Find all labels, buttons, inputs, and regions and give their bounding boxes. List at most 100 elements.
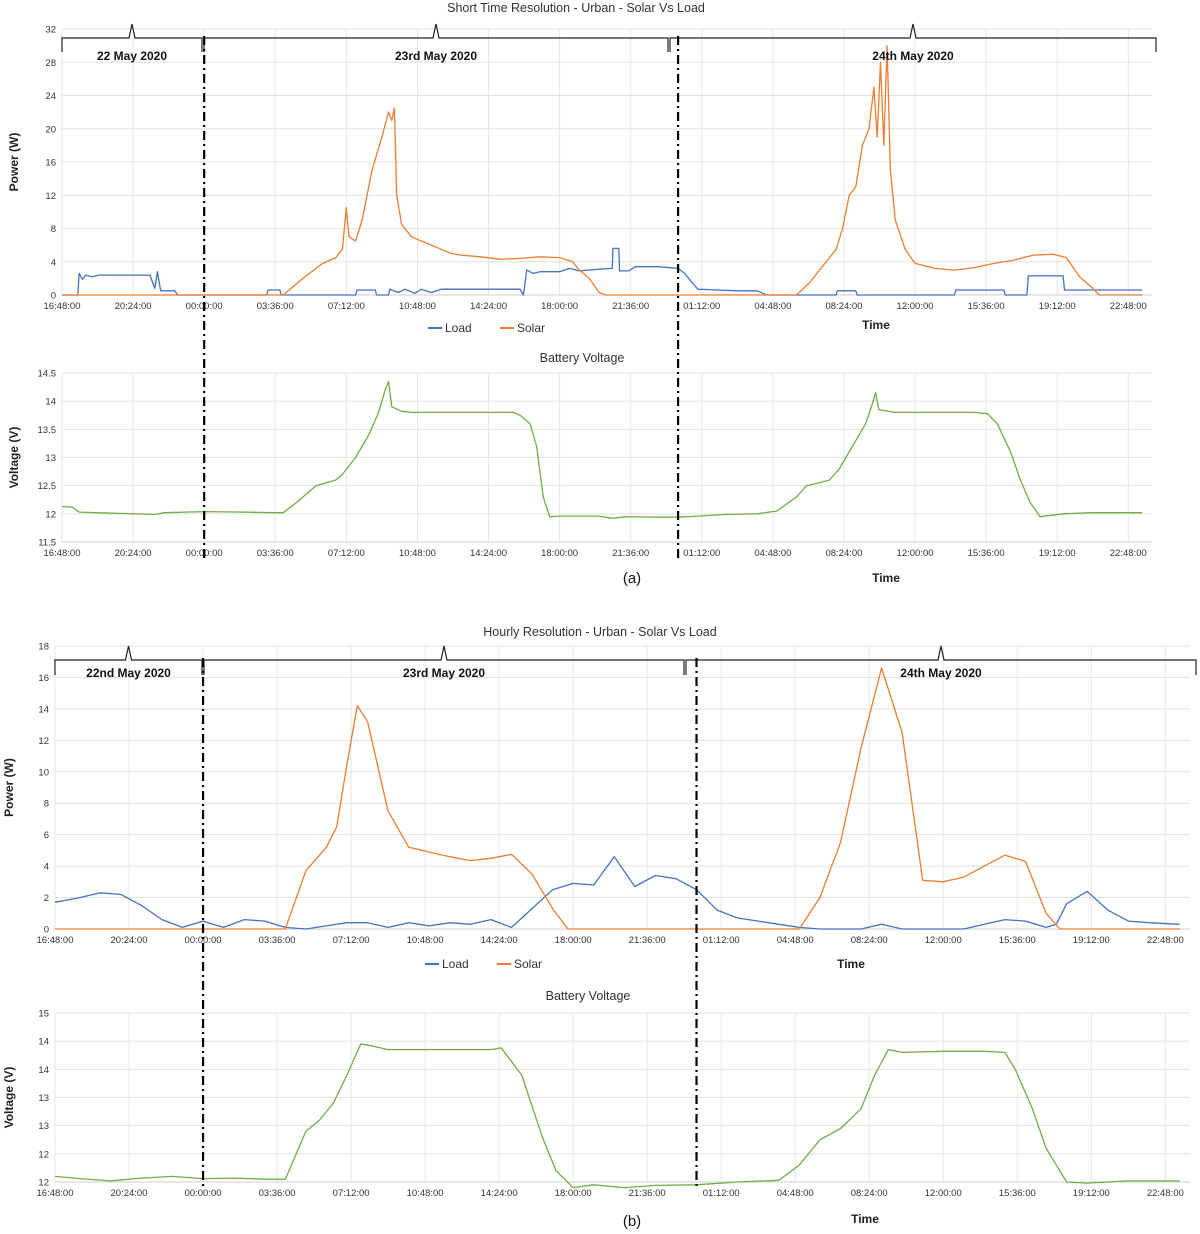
panel-b-power-ytick-label: 16 — [38, 673, 49, 684]
panel-b-power-y-axis-label: Power (W) — [2, 758, 16, 817]
panel-b-power-xtick-label: 04:48:00 — [777, 935, 814, 946]
panel-a-power-xtick-label: 19:12:00 — [1039, 301, 1076, 312]
panel-b-day-label: 22nd May 2020 — [86, 666, 171, 680]
panel-b-power-xtick-label: 20:24:00 — [111, 935, 148, 946]
panel-b-power-xtick-label: 18:00:00 — [555, 935, 592, 946]
panel-b-day-brace — [685, 645, 1197, 675]
panel-a-day-brace — [669, 23, 1157, 52]
panel-a-voltage-chart-title: Battery Voltage — [540, 351, 625, 365]
panel-b-voltage-ytick-label: 14 — [38, 1065, 49, 1076]
panel-b-voltage-ytick-label: 12 — [38, 1149, 49, 1160]
panel-b-caption: (b) — [623, 1213, 641, 1230]
panel-a-voltage-ytick-label: 14 — [45, 397, 56, 408]
panel-a-voltage-ytick-label: 12 — [45, 509, 56, 520]
panel-a-voltage-xtick-label: 04:48:00 — [754, 548, 791, 559]
panel-b-power-xtick-label: 00:00:00 — [185, 935, 222, 946]
panel-a-power-xtick-label: 21:36:00 — [612, 301, 649, 312]
panel-b-voltage-y-axis-label: Voltage (V) — [2, 1067, 16, 1129]
panel-b-voltage-xtick-label: 10:48:00 — [407, 1188, 444, 1199]
panel-a-power-legend-solar: Solar — [517, 321, 545, 335]
panel-b-power-xtick-label: 14:24:00 — [481, 935, 518, 946]
panel-a-voltage-xtick-label: 12:00:00 — [897, 548, 934, 559]
panel-a-voltage-xtick-label: 07:12:00 — [328, 548, 365, 559]
panel-a-power-xtick-label: 14:24:00 — [470, 301, 507, 312]
panel-a-voltage-xtick-label: 16:48:00 — [44, 548, 81, 559]
panel-a-power-xtick-label: 12:00:00 — [897, 301, 934, 312]
panel-b-power-xtick-label: 03:36:00 — [259, 935, 296, 946]
panel-b-power-legend-load: Load — [442, 957, 469, 971]
panel-a-power-xtick-label: 08:24:00 — [825, 301, 862, 312]
panel-a-day-brace — [203, 23, 669, 52]
panel-a-power-chart-title: Short Time Resolution - Urban - Solar Vs… — [447, 1, 705, 15]
panel-b-power-xtick-label: 16:48:00 — [37, 935, 74, 946]
panel-b-voltage-xtick-label: 15:36:00 — [999, 1188, 1036, 1199]
panel-b-power-xtick-label: 15:36:00 — [999, 935, 1036, 946]
panel-b-day-label: 23rd May 2020 — [403, 666, 485, 680]
panel-a-voltage-xtick-label: 14:24:00 — [470, 548, 507, 559]
panel-b-power-xtick-label: 01:12:00 — [703, 935, 740, 946]
panel-b-voltage-xtick-label: 07:12:00 — [333, 1188, 370, 1199]
panel-b-voltage-x-axis-label: Time — [851, 1212, 879, 1226]
panel-b-power-ytick-label: 2 — [44, 893, 49, 904]
panel-a-power-xtick-label: 10:48:00 — [399, 301, 436, 312]
panel-a-voltage-xtick-label: 21:36:00 — [612, 548, 649, 559]
panel-a-power-ytick-label: 24 — [45, 91, 56, 102]
panel-b-power-xtick-label: 12:00:00 — [925, 935, 962, 946]
panel-a-voltage-xtick-label: 20:24:00 — [115, 548, 152, 559]
panel-a-power-series-solar — [62, 44, 1143, 296]
panel-b-voltage-ytick-label: 12 — [38, 1178, 49, 1189]
panel-b-power-xtick-label: 07:12:00 — [333, 935, 370, 946]
panel-b-power-ytick-label: 4 — [44, 862, 49, 873]
panel-a-voltage-ytick-label: 13 — [45, 453, 56, 464]
panel-b-power-series-solar — [55, 667, 1180, 930]
panel-b-voltage-xtick-label: 21:36:00 — [629, 1188, 666, 1199]
panel-b-power-ytick-label: 8 — [44, 799, 49, 810]
panel-a-power-ytick-label: 32 — [45, 25, 56, 36]
panel-a-voltage-ytick-label: 11.5 — [38, 538, 56, 549]
panel-a-power-xtick-label: 07:12:00 — [328, 301, 365, 312]
panel-a-power-legend-load: Load — [445, 321, 472, 335]
panel-a-caption: (a) — [623, 570, 641, 587]
panel-a-voltage-xtick-label: 22:48:00 — [1110, 548, 1147, 559]
panel-b-voltage-xtick-label: 04:48:00 — [777, 1188, 814, 1199]
panel-b-voltage-ytick-label: 14 — [38, 1037, 49, 1048]
panel-a-power-ytick-label: 4 — [51, 257, 56, 268]
panel-b-power-series-load — [54, 856, 1180, 930]
panel-b-power-xtick-label: 22:48:00 — [1147, 935, 1184, 946]
panel-a-day-label: 22 May 2020 — [97, 49, 167, 63]
panel-b-voltage-xtick-label: 12:00:00 — [925, 1188, 962, 1199]
panel-b-voltage-xtick-label: 22:48:00 — [1147, 1188, 1184, 1199]
panel-a-voltage-xtick-label: 08:24:00 — [825, 548, 862, 559]
panel-b-power-ytick-label: 6 — [44, 830, 49, 841]
panel-b-voltage-chart-title: Battery Voltage — [546, 989, 631, 1003]
panel-b-voltage-xtick-label: 01:12:00 — [703, 1188, 740, 1199]
panel-b-voltage-xtick-label: 00:00:00 — [185, 1188, 222, 1199]
panel-b-voltage-xtick-label: 16:48:00 — [37, 1188, 74, 1199]
panel-b-voltage-xtick-label: 08:24:00 — [851, 1188, 888, 1199]
panel-b-voltage-xtick-label: 20:24:00 — [111, 1188, 148, 1199]
panel-a-power-ytick-label: 0 — [51, 291, 56, 302]
panel-a-day-label: 24th May 2020 — [872, 49, 954, 63]
panel-a-power-xtick-label: 22:48:00 — [1110, 301, 1147, 312]
panel-a-voltage-series-voltage — [61, 380, 1143, 519]
panel-a-voltage-xtick-label: 15:36:00 — [968, 548, 1005, 559]
panel-a-voltage-xtick-label: 01:12:00 — [683, 548, 720, 559]
panel-a-power-x-axis-label: Time — [862, 318, 890, 332]
panel-a-voltage-x-axis-label: Time — [872, 571, 900, 585]
panel-a-power-ytick-label: 20 — [45, 124, 56, 135]
panel-a-power-xtick-label: 03:36:00 — [257, 301, 294, 312]
panel-b-power-legend-solar: Solar — [514, 957, 542, 971]
panel-b-power-ytick-label: 10 — [38, 767, 49, 778]
panel-a-power-xtick-label: 20:24:00 — [115, 301, 152, 312]
panel-a-power-xtick-label: 15:36:00 — [968, 301, 1005, 312]
panel-b-power-xtick-label: 10:48:00 — [407, 935, 444, 946]
panel-b-voltage-ytick-label: 13 — [38, 1093, 49, 1104]
panel-a-voltage-ytick-label: 13.5 — [38, 425, 57, 436]
panel-b-power-ytick-label: 18 — [38, 642, 49, 653]
panel-a-voltage-xtick-label: 10:48:00 — [399, 548, 436, 559]
panel-b-voltage-ytick-label: 13 — [38, 1121, 49, 1132]
panel-b-power-xtick-label: 19:12:00 — [1073, 935, 1110, 946]
panel-b-power-x-axis-label: Time — [837, 957, 865, 971]
